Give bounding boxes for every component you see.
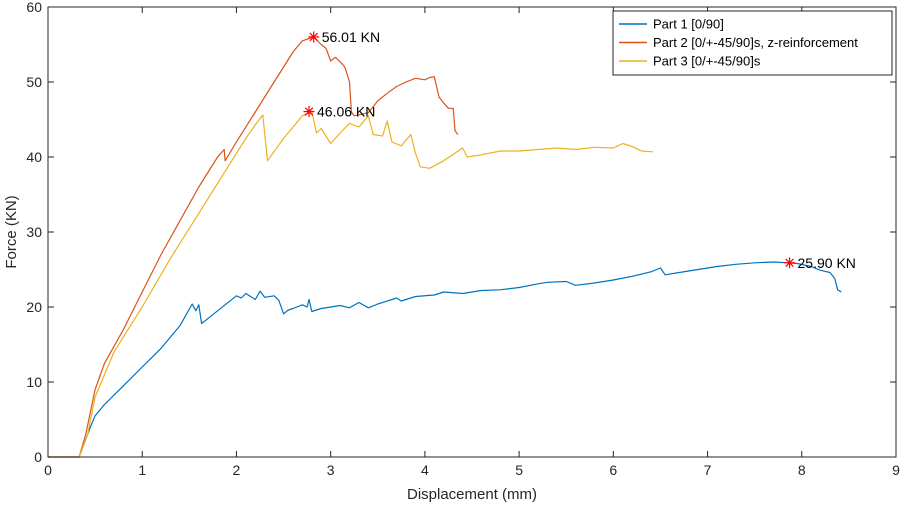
series-line-1	[48, 261, 842, 458]
peak-marker-1	[308, 31, 320, 43]
legend-label: Part 3 [0/+-45/90]s	[653, 54, 761, 69]
plot-area	[48, 7, 896, 457]
series-line-2	[48, 36, 459, 458]
x-tick-label: 8	[798, 462, 806, 478]
y-tick-label: 50	[26, 74, 42, 90]
legend-item-3: Part 3 [0/+-45/90]s	[619, 54, 761, 69]
plot-background	[48, 7, 896, 457]
peak-marker-2	[303, 106, 315, 118]
x-tick-label: 9	[892, 462, 900, 478]
legend: Part 1 [0/90] Part 2 [0/+-45/90]s, z-rein…	[612, 10, 893, 76]
legend-box	[612, 10, 893, 76]
x-tick-label: 3	[327, 462, 335, 478]
peak-label-2: 46.06 KN	[317, 104, 375, 120]
y-tick-label: 60	[26, 0, 42, 15]
x-tick-label: 6	[609, 462, 617, 478]
annotation-layer: 56.01 KN 46.06 KN 25.90 KN	[303, 29, 856, 271]
series-line-3	[48, 110, 653, 458]
x-tick-label: 1	[138, 462, 146, 478]
y-tick-label: 10	[26, 374, 42, 390]
y-axis-title: Force (KN)	[3, 195, 20, 268]
x-tick-label: 4	[421, 462, 429, 478]
x-tick-label: 5	[515, 462, 523, 478]
axes-layer: 0 1 2 3 4 5 6 7 8 9 0 10 20 30 40 50 60	[26, 0, 900, 478]
peak-label-3: 25.90 KN	[798, 255, 856, 271]
y-tick-label: 20	[26, 299, 42, 315]
peak-label-1: 56.01 KN	[322, 29, 380, 45]
x-tick-label: 0	[44, 462, 52, 478]
series-layer	[48, 36, 842, 458]
x-axis-title: Displacement (mm)	[407, 486, 537, 503]
y-tick-label: 30	[26, 224, 42, 240]
legend-item-1: Part 1 [0/90]	[619, 17, 724, 32]
y-tick-label: 0	[34, 449, 42, 465]
legend-label: Part 2 [0/+-45/90]s, z-reinforcement	[653, 35, 858, 50]
x-tick-label: 7	[704, 462, 712, 478]
y-tick-label: 40	[26, 149, 42, 165]
legend-item-2: Part 2 [0/+-45/90]s, z-reinforcement	[619, 35, 858, 50]
peak-marker-3	[784, 257, 796, 269]
x-tick-label: 2	[233, 462, 241, 478]
legend-label: Part 1 [0/90]	[653, 17, 724, 32]
